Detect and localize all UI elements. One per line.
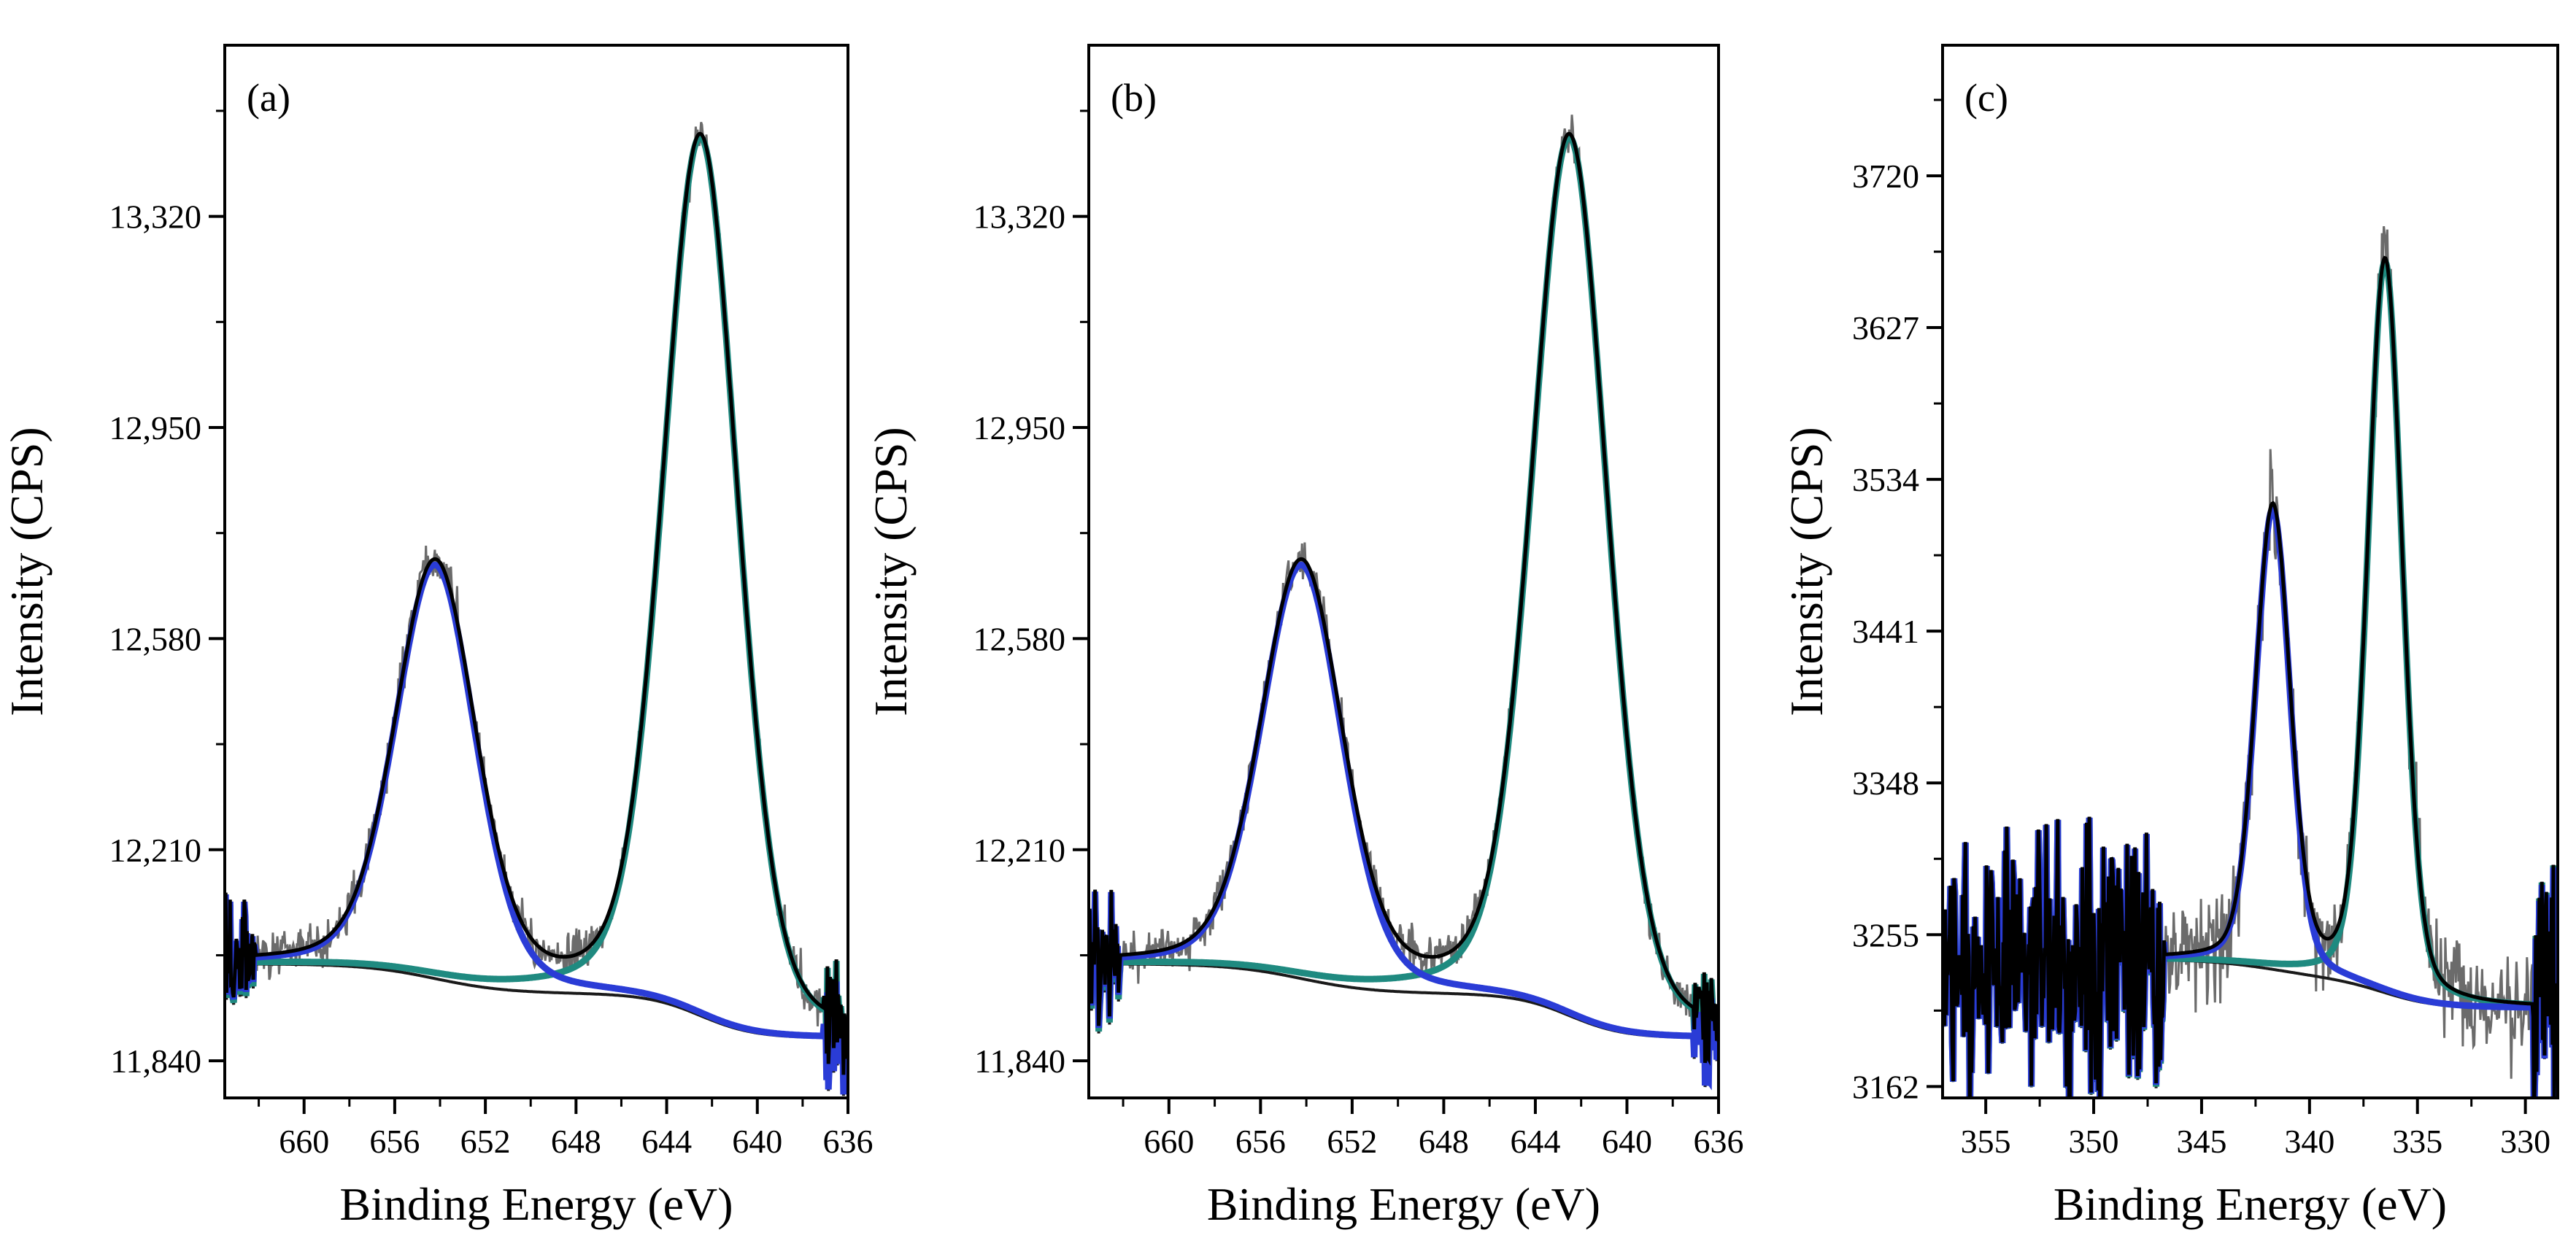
y-axis-title: Intensity (CPS) — [1781, 427, 1832, 716]
x-axis-title: Binding Energy (eV) — [1207, 1178, 1600, 1230]
x-tick-label: 660 — [1144, 1123, 1194, 1160]
chart-panel-b: 660 656 652 648 644 640 636 11,840 12,210 12,580 1… — [865, 44, 1744, 1230]
y-tick-label: 13,320 — [109, 198, 202, 236]
x-tick-label: 656 — [1235, 1123, 1286, 1160]
x-tick-label: 640 — [1602, 1123, 1652, 1160]
y-tick-label: 11,840 — [974, 1042, 1065, 1080]
x-tick-label: 644 — [641, 1123, 692, 1160]
y-tick-label: 13,320 — [973, 198, 1066, 236]
x-tick-label: 660 — [279, 1123, 329, 1160]
y-tick-label: 12,210 — [109, 832, 202, 869]
plot-frame — [1941, 44, 2559, 1099]
x-tick-label: 335 — [2392, 1123, 2442, 1160]
y-tick-label: 12,580 — [109, 620, 202, 657]
y-tick-label: 12,580 — [973, 620, 1066, 657]
x-tick-label: 652 — [460, 1123, 511, 1160]
y-tick-label: 11,840 — [110, 1042, 201, 1080]
chart-panel-c: 355 350 345 340 335 330 3162 3255 3348 3441 3534 36… — [1781, 44, 2559, 1230]
x-axis-title: Binding Energy (eV) — [339, 1178, 733, 1230]
y-tick-label: 3441 — [1852, 613, 1919, 650]
plot-frame — [1087, 44, 1720, 1099]
x-tick-label: 656 — [369, 1123, 420, 1160]
x-tick-label: 345 — [2176, 1123, 2226, 1160]
x-tick-label: 644 — [1510, 1123, 1560, 1160]
peak-b-1-line — [1089, 133, 1719, 1072]
y-tick-label: 12,950 — [973, 409, 1066, 446]
y-tick-label: 3720 — [1852, 158, 1919, 195]
x-tick-label: 636 — [1694, 1123, 1744, 1160]
y-tick-label: 3348 — [1852, 765, 1919, 802]
y-tick-label: 3255 — [1852, 916, 1919, 953]
fit-envelope-line — [1943, 255, 2558, 1098]
x-tick-label: 340 — [2284, 1123, 2334, 1160]
fit-envelope-line — [225, 131, 848, 1075]
raw-spectrum-line — [225, 122, 848, 1075]
raw-spectrum-line — [1089, 115, 1719, 1064]
y-tick-label: 12,950 — [109, 409, 202, 446]
background-line — [1089, 897, 1719, 1088]
panel-label: (c) — [1964, 76, 2008, 120]
peak-a-2-line — [225, 561, 848, 1095]
x-tick-label: 330 — [2500, 1123, 2550, 1160]
x-tick-label: 355 — [1961, 1123, 2011, 1160]
x-tick-label: 350 — [2069, 1123, 2119, 1160]
y-tick-label: 12,210 — [973, 832, 1066, 869]
chart-panel-a: 660 656 652 648 644 640 636 11,840 12,210 12,580 1… — [1, 44, 874, 1230]
fit-envelope-line — [1089, 131, 1719, 1067]
x-tick-label: 636 — [823, 1123, 874, 1160]
x-tick-label: 640 — [732, 1123, 782, 1160]
y-tick-label: 3162 — [1852, 1068, 1919, 1105]
x-tick-label: 648 — [1419, 1123, 1469, 1160]
panel-label: (a) — [247, 76, 290, 120]
y-tick-label: 3627 — [1852, 309, 1919, 347]
x-tick-label: 652 — [1327, 1123, 1377, 1160]
y-tick-label: 3534 — [1852, 461, 1919, 498]
x-tick-label: 648 — [551, 1123, 601, 1160]
panel-label: (b) — [1111, 76, 1157, 120]
x-axis-title: Binding Energy (eV) — [2054, 1178, 2447, 1230]
y-axis-title: Intensity (CPS) — [865, 427, 917, 716]
y-axis-title: Intensity (CPS) — [1, 427, 53, 716]
plot-frame — [223, 44, 849, 1099]
peak-b-2-line — [1089, 561, 1719, 1091]
